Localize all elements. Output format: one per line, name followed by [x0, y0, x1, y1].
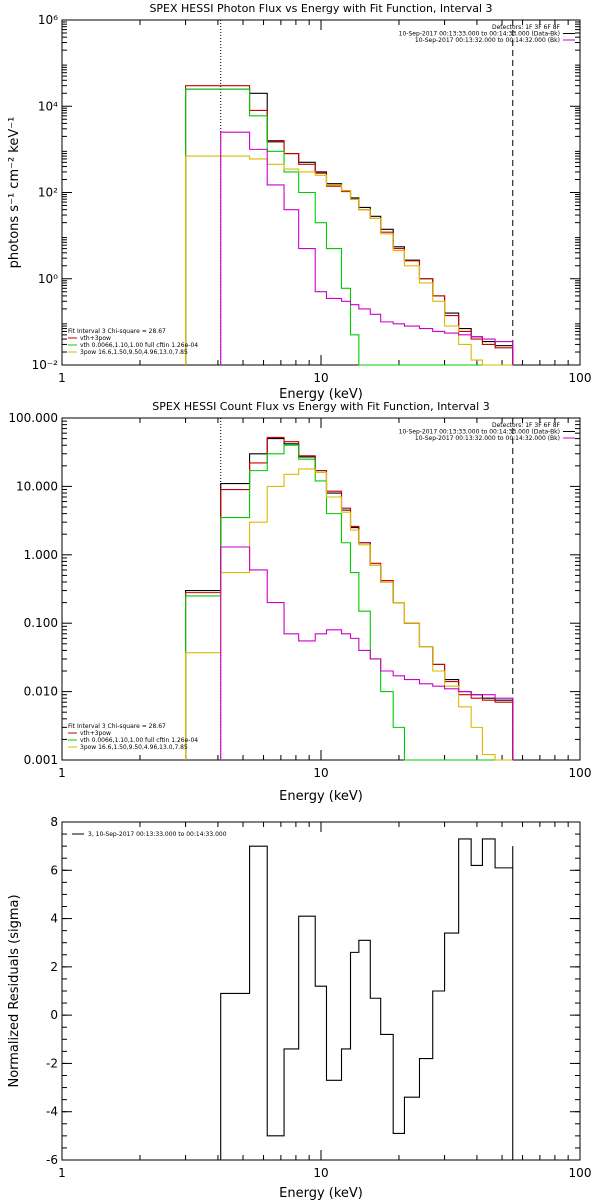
legend-bottom-left-2: vth 0.0066,1.10,1.00 full cftin 1.26e-04 [80, 342, 198, 349]
series-line-4 [220, 131, 514, 365]
x-tick-label: 1 [58, 1166, 66, 1180]
y-tick-label: 0 [50, 1008, 58, 1022]
legend-bottom-left-1: vth+3pow [80, 730, 111, 737]
x-tick-label: 10 [313, 766, 328, 780]
series-line-1 [185, 85, 514, 365]
y-tick-label: 8 [50, 815, 58, 829]
y-tick-label: 6 [50, 863, 58, 877]
legend-top-right-2: 10-Sep-2017 00:13:32.000 to 00:14:32.000… [415, 37, 560, 44]
legend-bottom-left-3: 3pow 16.6,1.50,9.50,4.96,13.0,7.85 [80, 349, 188, 356]
y-tick-label: 10⁻² [32, 358, 59, 372]
plot-frame-0 [61, 19, 581, 366]
series-line-2 [185, 444, 513, 761]
y-tick-label: 4 [50, 912, 58, 926]
y-tick-label: 0.010 [24, 685, 58, 699]
plot-frame-2 [61, 821, 581, 1161]
legend-bottom-left-3: 3pow 16.6,1.50,9.50,4.96,13.0,7.85 [80, 744, 188, 751]
x-tick-label: 10 [313, 1166, 328, 1180]
x-axis-label-2: Energy (keV) [279, 1186, 363, 1200]
legend-top-right-1: 10-Sep-2017 00:13:33.000 to 00:14:33.000… [399, 31, 560, 38]
legend-bottom-left-0: Fit Interval 3 Chi-square = 28.67 [68, 328, 166, 335]
y-tick-label: 10⁴ [38, 99, 58, 113]
y-tick-label: 10⁰ [38, 272, 58, 286]
x-tick-label: 1 [58, 766, 66, 780]
legend-top-right-0: Detectors: 1F 3F 6F 8F [492, 24, 561, 31]
x-tick-label: 100 [569, 1166, 592, 1180]
x-axis-label-1: Energy (keV) [279, 789, 363, 804]
y-tick-label: 2 [50, 960, 58, 974]
series-line-0 [220, 838, 514, 1160]
chart-title-1: SPEX HESSI Count Flux vs Energy with Fit… [152, 400, 489, 413]
y-tick-label: -6 [46, 1153, 58, 1167]
legend-bottom-left-2: vth 0.0066,1.10,1.00 full cftin 1.26e-04 [80, 737, 198, 744]
series-line-0 [185, 438, 514, 760]
chart-title-0: SPEX HESSI Photon Flux vs Energy with Fi… [149, 2, 492, 15]
legend-top-right-2: 10-Sep-2017 00:13:32.000 to 00:14:32.000… [415, 435, 560, 442]
plot-frame-1 [61, 417, 581, 761]
y-tick-label: 0.100 [24, 616, 58, 630]
series-line-0 [185, 88, 514, 365]
legend-top-right-0: Detectors: 1F 3F 6F 8F [492, 422, 561, 429]
series-line-1 [185, 436, 514, 760]
y-tick-label: 0.001 [24, 753, 58, 767]
x-axis-label-0: Energy (keV) [279, 387, 363, 402]
x-tick-label: 10 [313, 371, 328, 385]
series-line-4 [220, 546, 514, 760]
y-tick-label: 10.000 [16, 479, 58, 493]
series-line-2 [185, 88, 513, 366]
y-tick-label: 10⁶ [38, 13, 58, 27]
y-tick-label: 1.000 [24, 548, 58, 562]
y-tick-label: -4 [46, 1105, 58, 1119]
legend-bottom-left-1: vth+3pow [80, 335, 111, 342]
y-tick-label: 10² [38, 186, 58, 200]
y-axis-label-0: photons s⁻¹ cm⁻² keV⁻¹ [7, 117, 22, 269]
series-line-3 [185, 155, 513, 366]
x-tick-label: 100 [569, 766, 592, 780]
x-tick-label: 100 [569, 371, 592, 385]
legend-bottom-left-0: Fit Interval 3 Chi-square = 28.67 [68, 723, 166, 730]
x-tick-label: 1 [58, 371, 66, 385]
y-tick-label: -2 [46, 1056, 58, 1070]
legend-top-right-1: 10-Sep-2017 00:13:33.000 to 00:14:33.000… [399, 429, 560, 436]
series-line-3 [185, 468, 513, 761]
y-tick-label: 100.000 [8, 411, 58, 425]
legend-top-left-0: 3, 10-Sep-2017 00:13:33.000 to 00:14:33.… [88, 831, 227, 838]
y-axis-label-2: Normalized Residuals (sigma) [7, 894, 22, 1087]
